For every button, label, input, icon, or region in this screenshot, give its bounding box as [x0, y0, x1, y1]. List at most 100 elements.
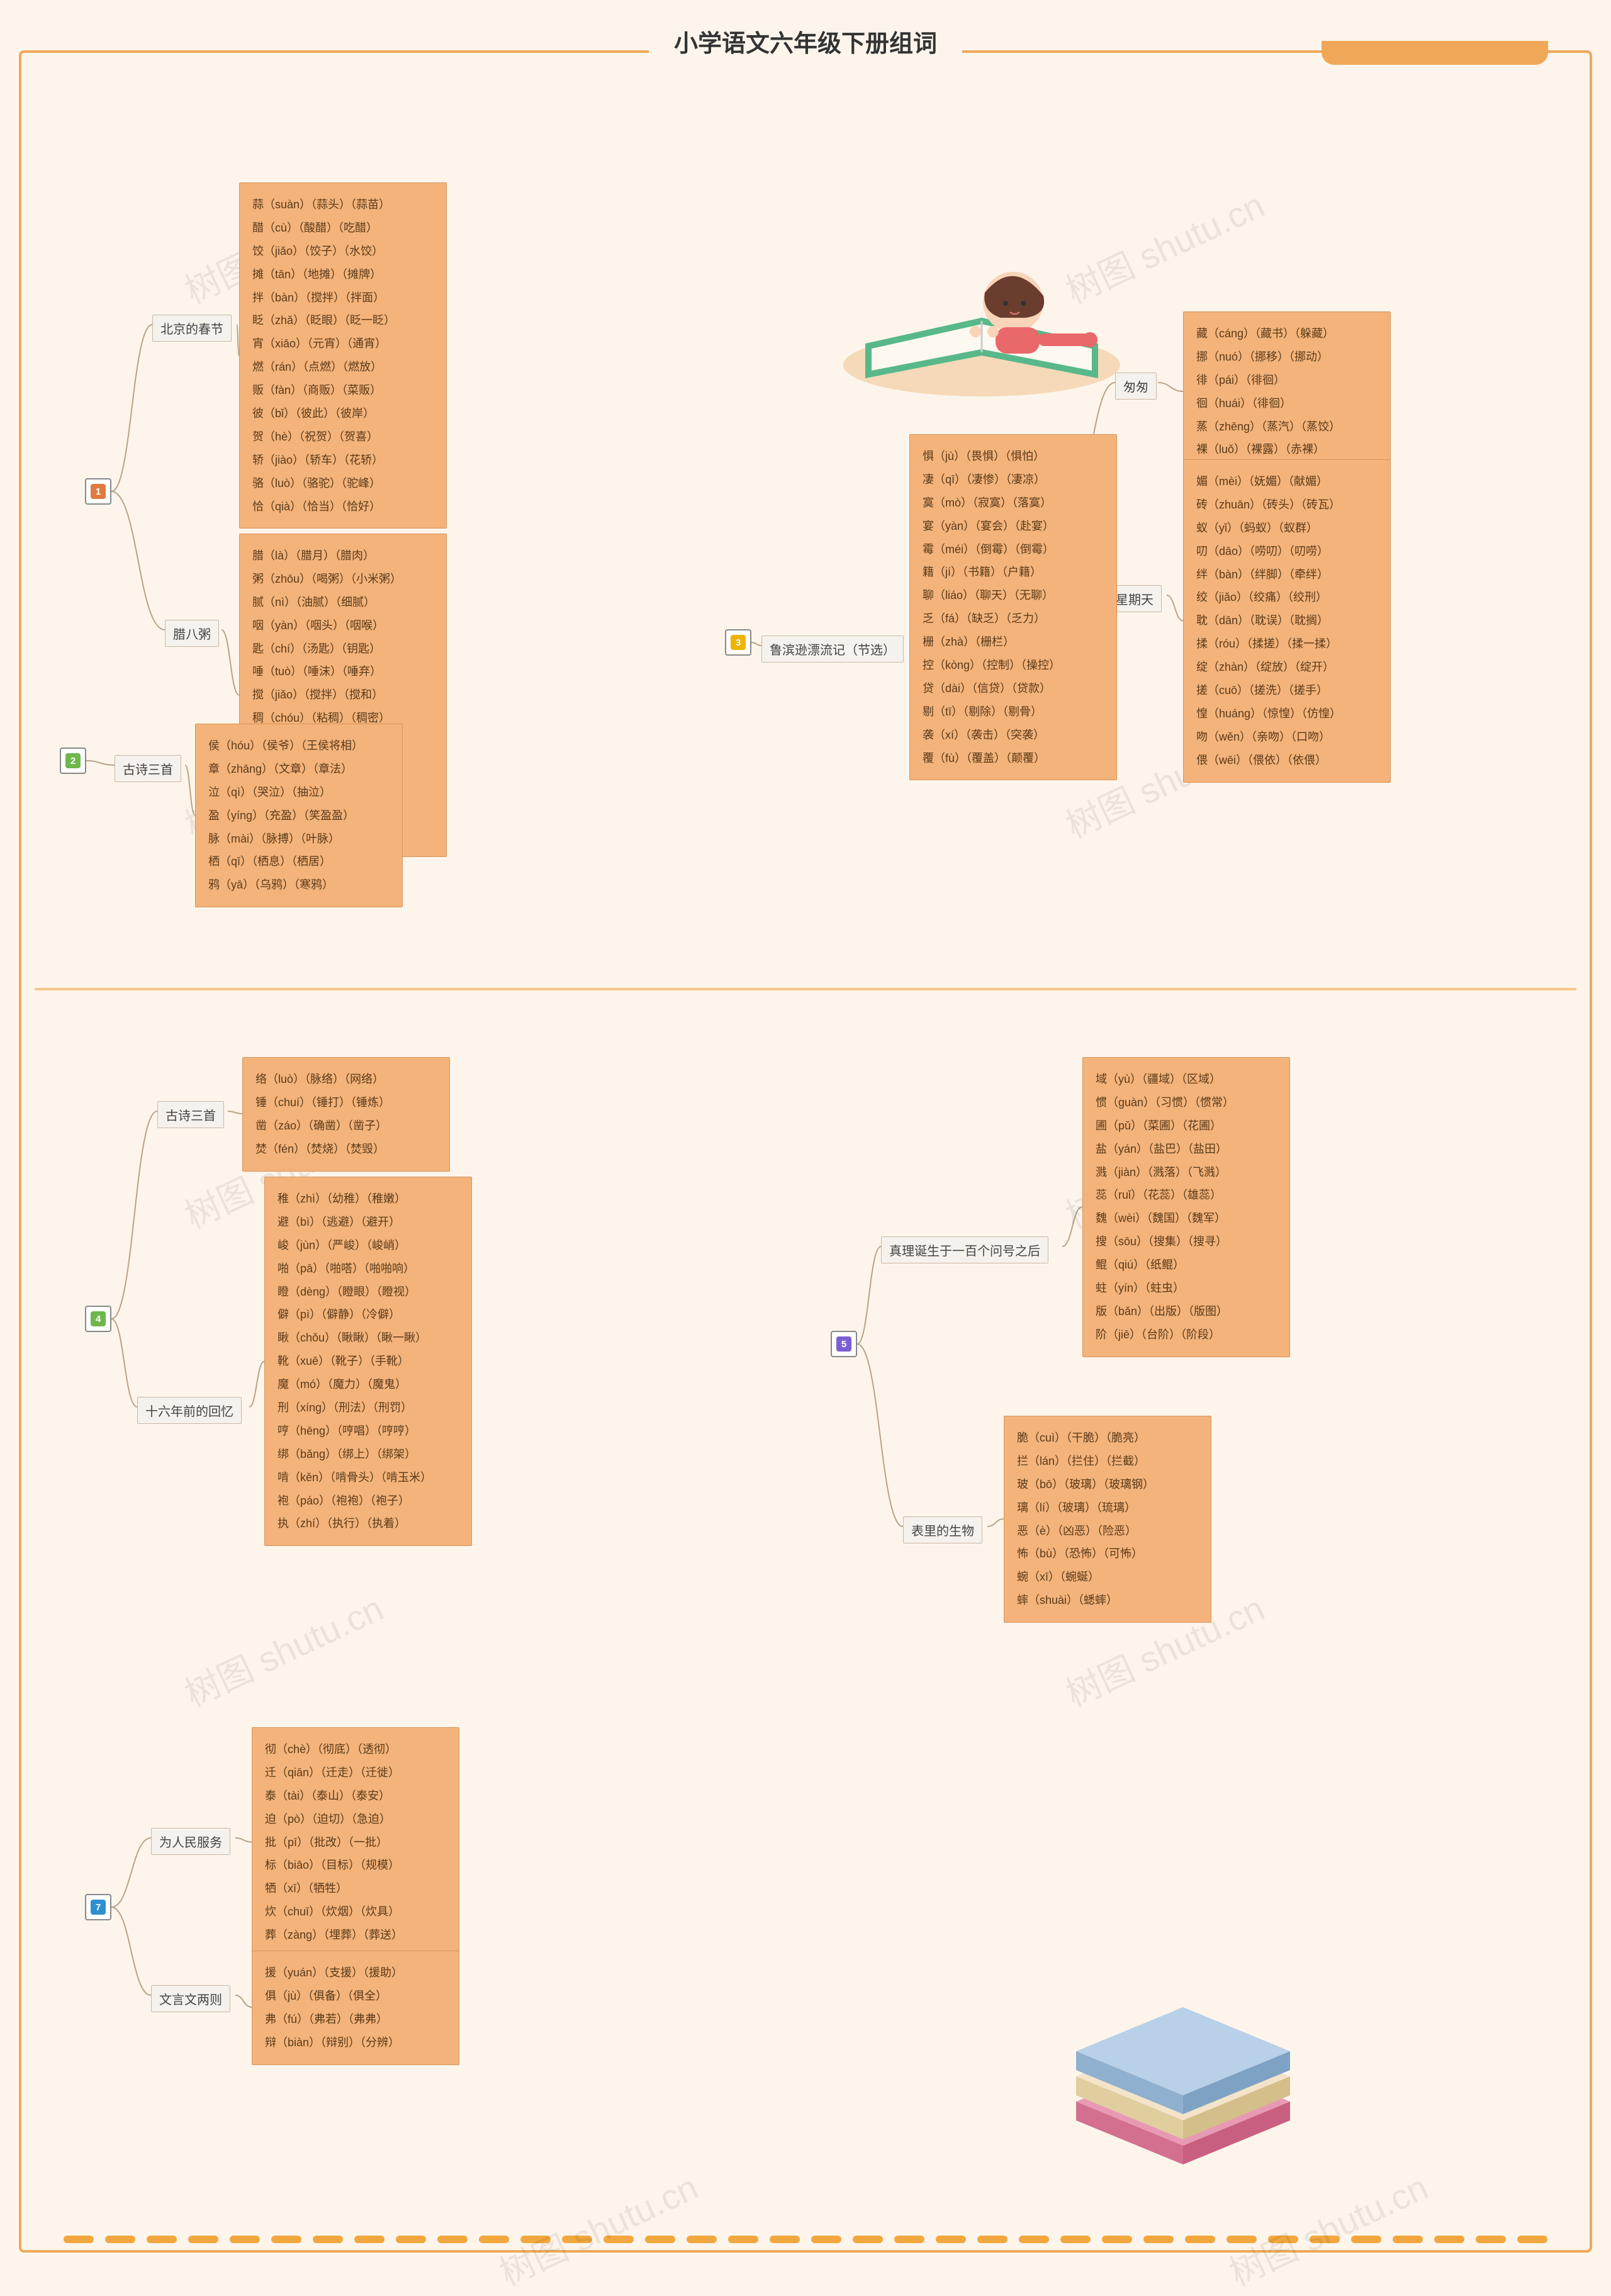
word-entry: 脆（cuì）（干脆）（脆亮）: [1017, 1426, 1198, 1450]
section-label: 表里的生物: [903, 1516, 982, 1543]
word-entry: 鲲（qiú）（纸鲲）: [1096, 1253, 1277, 1277]
word-entry: 俱（jù）（俱备）（俱全）: [265, 1985, 446, 2008]
word-entry: 骆（luò）（骆驼）（驼峰）: [252, 472, 434, 495]
word-entry: 彼（bǐ）（彼此）（彼岸）: [252, 402, 434, 425]
word-entry: 眨（zhǎ）（眨眼）（眨一眨）: [252, 309, 434, 332]
word-entry: 裸（luǒ）（裸露）（赤裸）: [1196, 438, 1378, 461]
word-entry: 揉（róu）（揉搓）（揉一揉）: [1196, 632, 1378, 656]
section-label: 十六年前的回忆: [137, 1397, 242, 1424]
word-entry: 徊（huái）（徘徊）: [1196, 392, 1378, 415]
word-entry: 偎（wēi）（偎依）（依偎）: [1196, 749, 1378, 772]
word-entry: 籍（jí）（书籍）（户籍）: [923, 561, 1104, 584]
illustration-books-stack: [1057, 1957, 1322, 2171]
word-entry: 蒜（suàn）（蒜头）（蒜苗）: [252, 193, 434, 216]
section-label: 古诗三首: [157, 1101, 224, 1128]
word-entry: 啪（pā）（啪嗒）（啪啪响）: [278, 1257, 459, 1280]
page-title: 小学语文六年级下册组词: [674, 24, 937, 59]
word-entry: 媚（mèi）（妩媚）（献媚）: [1196, 470, 1378, 493]
word-entry: 络（luò）（脉络）（网络）: [255, 1068, 437, 1091]
word-entry: 挪（nuó）（挪移）（挪动）: [1196, 345, 1378, 369]
word-entry: 咽（yàn）（咽头）（咽喉）: [252, 614, 434, 637]
title-wrap: 小学语文六年级下册组词: [649, 24, 962, 59]
word-entry: 绑（bǎng）（绑上）（绑架）: [278, 1443, 459, 1466]
word-entry: 聊（liáo）（聊天）（无聊）: [923, 584, 1104, 607]
word-entry: 彻（chè）（彻底）（透彻）: [265, 1738, 446, 1761]
word-entry: 牺（xī）（牺牲）: [265, 1877, 446, 1900]
word-entry: 蟀（shuài）（蟋蟀）: [1017, 1589, 1198, 1612]
word-entry: 恰（qià）（恰当）（恰好）: [252, 495, 434, 518]
word-entry: 绞（jiǎo）（绞痛）（绞刑）: [1196, 586, 1378, 609]
unit-root-4: 4: [85, 1306, 111, 1332]
word-entry: 僻（pì）（僻静）（冷僻）: [278, 1303, 459, 1326]
word-entry: 搅（jiǎo）（搅拌）（搅和）: [252, 683, 434, 707]
unit-root-2: 2: [60, 748, 86, 774]
word-entry: 徘（pái）（徘徊）: [1196, 369, 1378, 392]
word-entry: 凄（qī）（凄惨）（凄凉）: [923, 468, 1104, 491]
word-entry: 宴（yàn）（宴会）（赴宴）: [923, 515, 1104, 538]
section-label: 匆匆: [1115, 372, 1157, 400]
word-entry: 叨（dāo）（唠叨）（叨唠）: [1196, 540, 1378, 563]
word-entry: 砖（zhuān）（砖头）（砖瓦）: [1196, 493, 1378, 517]
word-entry: 执（zhí）（执行）（执着）: [278, 1512, 459, 1535]
word-entry: 迁（qiān）（迁走）（迁徙）: [265, 1761, 446, 1784]
word-entry: 腊（là）（腊月）（腊肉）: [252, 544, 434, 568]
word-entry: 蚁（yǐ）（蚂蚁）（蚁群）: [1196, 517, 1378, 540]
word-entry: 霉（méi）（倒霉）（倒霉）: [923, 538, 1104, 561]
word-entry: 匙（chí）（汤匙）（钥匙）: [252, 637, 434, 661]
word-entry: 锤（chuí）（锤打）（锤炼）: [255, 1091, 437, 1114]
word-entry: 魏（wèi）（魏国）（魏军）: [1096, 1207, 1277, 1230]
word-entry: 腻（nì）（油腻）（细腻）: [252, 591, 434, 614]
word-block: 稚（zhì）（幼稚）（稚嫩）避（bì）（逃避）（避开）峻（jùn）（严峻）（峻峭…: [264, 1177, 472, 1546]
word-entry: 魔（mó）（魔力）（魔鬼）: [278, 1373, 459, 1396]
word-entry: 绊（bàn）（绊脚）（牵绊）: [1196, 563, 1378, 586]
word-entry: 啃（kěn）（啃骨头）（啃玉米）: [278, 1466, 459, 1489]
word-entry: 耽（dān）（耽误）（耽搁）: [1196, 609, 1378, 632]
word-entry: 摊（tān）（地摊）（摊牌）: [252, 263, 434, 286]
section-label: 文言文两则: [151, 1985, 230, 2012]
word-block: 络（luò）（脉络）（网络）锤（chuí）（锤打）（锤炼）凿（záo）（确凿）（…: [242, 1057, 450, 1172]
word-entry: 凿（záo）（确凿）（凿子）: [255, 1114, 437, 1138]
word-entry: 稚（zhì）（幼稚）（稚嫩）: [278, 1187, 459, 1211]
word-block: 蒜（suàn）（蒜头）（蒜苗）醋（cù）（酸醋）（吃醋）饺（jiǎo）（饺子）（…: [239, 182, 447, 529]
word-entry: 弗（fú）（弗若）（弗弗）: [265, 2008, 446, 2031]
word-entry: 圃（pǔ）（菜圃）（花圃）: [1096, 1114, 1277, 1138]
word-entry: 援（yuán）（支援）（援助）: [265, 1961, 446, 1985]
word-entry: 蛀（yín）（蛀虫）: [1096, 1277, 1277, 1300]
word-entry: 刑（xíng）（刑法）（刑罚）: [278, 1396, 459, 1420]
word-entry: 葬（zàng）（埋葬）（葬送）: [265, 1924, 446, 1947]
word-entry: 峻（jùn）（严峻）（峻峭）: [278, 1234, 459, 1257]
word-entry: 蜿（xī）（蜿蜒）: [1017, 1565, 1198, 1589]
word-entry: 贷（dài）（信贷）（贷款）: [923, 677, 1104, 700]
word-entry: 迫（pò）（迫切）（急迫）: [265, 1808, 446, 1831]
word-block: 惧（jù）（畏惧）（惧怕）凄（qī）（凄惨）（凄凉）寞（mò）（寂寞）（落寞）宴…: [909, 434, 1117, 780]
word-entry: 拦（lán）（拦住）（拦截）: [1017, 1450, 1198, 1473]
word-entry: 贺（hè）（祝贺）（贺喜）: [252, 425, 434, 449]
word-entry: 盐（yán）（盐巴）（盐田）: [1096, 1138, 1277, 1161]
word-entry: 搓（cuō）（搓洗）（搓手）: [1196, 679, 1378, 702]
word-entry: 辩（biàn）（辩别）（分辨）: [265, 2031, 446, 2054]
word-entry: 剔（tī）（剔除）（剔骨）: [923, 700, 1104, 724]
word-entry: 璃（lí）（玻璃）（琉璃）: [1017, 1496, 1198, 1520]
word-entry: 侯（hóu）（侯爷）（王侯将相）: [208, 734, 390, 758]
unit-root-7: 7: [85, 1894, 111, 1920]
word-entry: 章（zhāng）（文章）（章法）: [208, 758, 390, 781]
word-entry: 拌（bàn）（搅拌）（拌面）: [252, 286, 434, 310]
word-entry: 鸦（yā）（乌鸦）（寒鸦）: [208, 873, 390, 897]
word-entry: 寞（mò）（寂寞）（落寞）: [923, 491, 1104, 515]
word-entry: 瞪（dèng）（瞪眼）（瞪视）: [278, 1280, 459, 1304]
word-entry: 标（biāo）（目标）（规模）: [265, 1854, 446, 1877]
word-entry: 批（pī）（批改）（一批）: [265, 1831, 446, 1854]
word-entry: 怖（bù）（恐怖）（可怖）: [1017, 1542, 1198, 1565]
word-entry: 宵（xiāo）（元宵）（通宵）: [252, 332, 434, 356]
word-entry: 控（kòng）（控制）（操控）: [923, 654, 1104, 677]
word-entry: 惯（guàn）（习惯）（惯常）: [1096, 1091, 1277, 1114]
word-entry: 绽（zhàn）（绽放）（绽开）: [1196, 656, 1378, 679]
word-entry: 粥（zhōu）（喝粥）（小米粥）: [252, 568, 434, 591]
word-entry: 域（yù）（疆域）（区域）: [1096, 1068, 1277, 1091]
unit-root-1: 1: [85, 478, 111, 505]
word-entry: 栖（qī）（栖息）（栖居）: [208, 850, 390, 873]
word-block: 域（yù）（疆域）（区域）惯（guàn）（习惯）（惯常）圃（pǔ）（菜圃）（花圃…: [1082, 1057, 1290, 1357]
word-entry: 蕊（ruǐ）（花蕊）（雄蕊）: [1096, 1184, 1277, 1207]
section-label: 为人民服务: [151, 1828, 230, 1855]
word-entry: 惧（jù）（畏惧）（惧怕）: [923, 445, 1104, 468]
